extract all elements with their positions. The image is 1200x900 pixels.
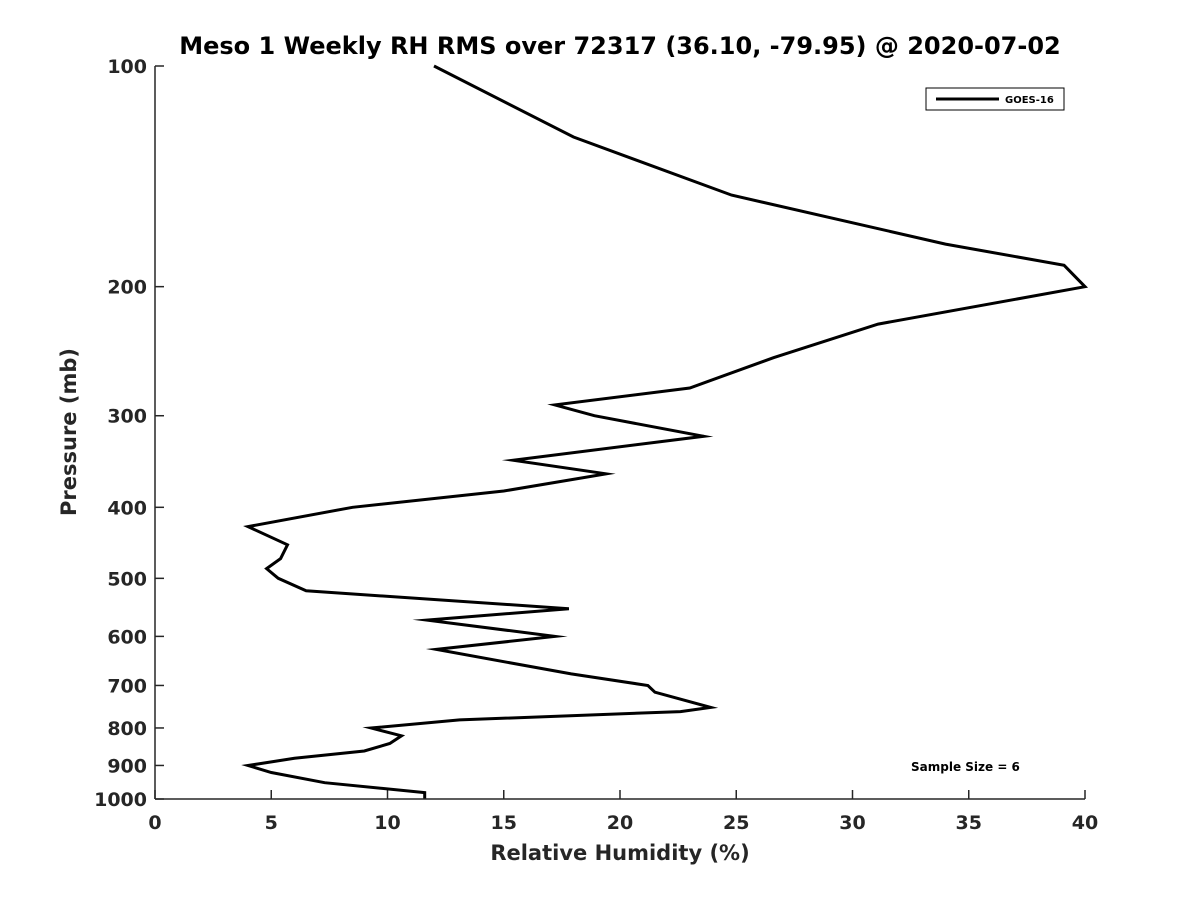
y-tick-label: 700 (107, 675, 147, 697)
x-tick-label: 25 (723, 812, 749, 834)
x-tick-label: 5 (265, 812, 278, 834)
series-line-goes-16 (241, 64, 1089, 799)
x-tick-label: 40 (1072, 812, 1098, 834)
legend: GOES-16 (925, 87, 1065, 111)
y-tick-label: 1000 (94, 789, 147, 811)
y-tick-label: 600 (107, 626, 147, 648)
chart-title: Meso 1 Weekly RH RMS over 72317 (36.10, … (179, 32, 1061, 60)
x-tick-label: 15 (491, 812, 517, 834)
y-tick-label: 900 (107, 755, 147, 777)
x-axis-label: Relative Humidity (%) (490, 841, 749, 865)
y-tick-label: 400 (107, 497, 147, 519)
y-tick-label: 500 (107, 568, 147, 590)
series-layer (241, 64, 1089, 799)
x-tick-label: 30 (839, 812, 865, 834)
y-tick-label: 300 (107, 406, 147, 428)
y-tick-label: 800 (107, 718, 147, 740)
axis-ticks: 0 5 10 15 20 25 30 35 40 100 200 300 400 500 600 700 800… (94, 56, 1098, 834)
legend-label-goes16: GOES-16 (1005, 95, 1054, 106)
y-tick-label: 200 (107, 277, 147, 299)
x-tick-label: 20 (607, 812, 633, 834)
x-tick-label: 35 (956, 812, 982, 834)
sample-size-annotation: Sample Size = 6 (911, 760, 1020, 774)
y-axis-label: Pressure (mb) (57, 348, 81, 516)
x-tick-label: 0 (148, 812, 161, 834)
y-tick-label: 100 (107, 56, 147, 78)
x-tick-label: 10 (374, 812, 400, 834)
